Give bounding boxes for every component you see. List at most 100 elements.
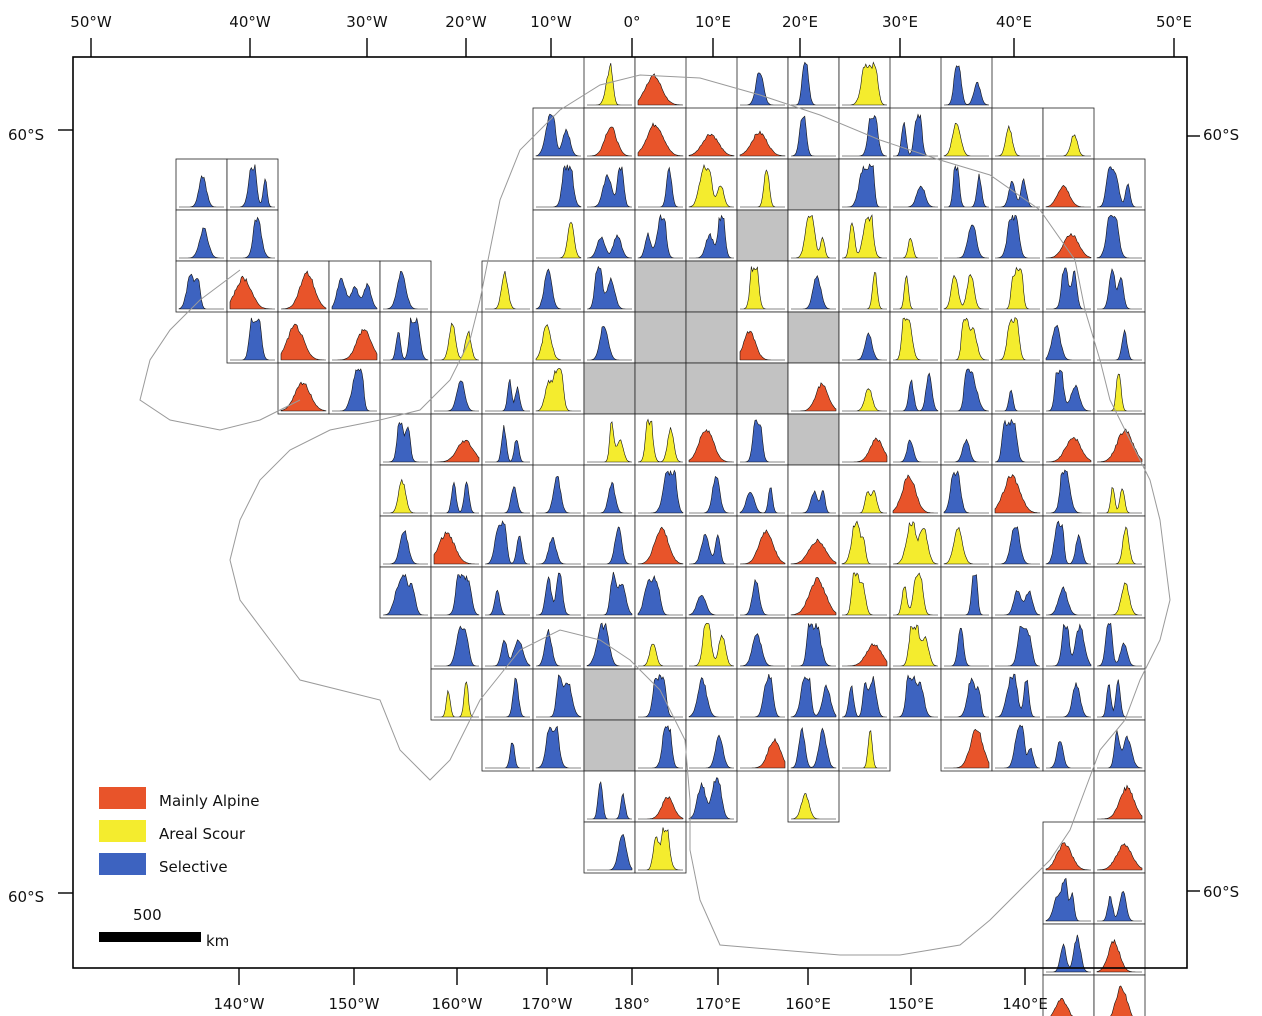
grid-cell: [787, 617, 840, 670]
grid-cell: [532, 566, 585, 619]
scale-bar: 500 km: [99, 906, 229, 950]
grid-cell: [838, 719, 891, 772]
scale-bar-value: 500: [133, 906, 162, 924]
grid-cell: [634, 668, 687, 721]
grid-cell: [634, 821, 687, 874]
grid-cell: [838, 413, 891, 466]
elevation-histogram: [536, 164, 582, 208]
grid-cell: [940, 566, 993, 619]
elevation-histogram: [995, 178, 1040, 208]
grid-cell: [1093, 617, 1146, 670]
grid-cell: [991, 515, 1044, 568]
grid-cell: [430, 617, 483, 670]
grid-cell: [1042, 209, 1095, 262]
left-lat-label: 60°S: [8, 126, 44, 144]
grid-cell: [634, 770, 687, 823]
grid-cell: [685, 515, 738, 568]
elevation-histogram: [178, 273, 224, 310]
elevation-histogram: [1046, 623, 1092, 667]
grid-cell: [583, 311, 636, 364]
grid-cell: [583, 209, 636, 262]
elevation-histogram: [433, 531, 479, 565]
elevation-histogram: [943, 470, 989, 514]
elevation-histogram: [1097, 328, 1142, 361]
elevation-histogram: [638, 469, 684, 514]
grid-cell-frame: [787, 311, 840, 364]
grid-cell: [940, 515, 993, 568]
grid-cell: [736, 311, 789, 364]
bottom-lon-label: 160°W: [432, 995, 483, 1013]
grid-cell: [736, 515, 789, 568]
elevation-histogram: [434, 322, 480, 361]
elevation-histogram: [791, 215, 836, 259]
grid-cell: [532, 617, 585, 670]
grid-cell-frame: [1042, 719, 1095, 772]
grid-cell: [685, 566, 738, 619]
elevation-histogram: [842, 730, 887, 769]
grid-cell: [226, 209, 279, 262]
grid-cell: [634, 158, 687, 211]
elevation-histogram: [536, 475, 581, 514]
grid-cell: [583, 617, 636, 670]
elevation-histogram: [995, 590, 1041, 616]
elevation-histogram: [1045, 842, 1091, 871]
grid-cell-frame: [1093, 515, 1146, 568]
grid-cell: [736, 56, 789, 109]
grid-cell: [1093, 260, 1146, 313]
grid-cell: [940, 413, 993, 466]
elevation-histogram: [535, 725, 581, 769]
grid-cell-frame: [583, 515, 636, 568]
grid-cell: [787, 209, 840, 262]
elevation-histogram: [1096, 428, 1143, 463]
grid-cell: [430, 515, 483, 568]
elevation-histogram: [434, 573, 480, 616]
grid-cell: [940, 311, 993, 364]
grid-cell: [1093, 821, 1146, 874]
grid-cell: [940, 464, 993, 517]
grid-cell: [532, 107, 585, 160]
grid-cell: [1042, 566, 1095, 619]
elevation-histogram: [485, 271, 530, 310]
elevation-histogram: [383, 478, 428, 514]
grid-cell: [430, 668, 483, 721]
grid-cell: [226, 311, 279, 364]
elevation-histogram: [995, 266, 1040, 310]
grid-cell: [1093, 158, 1146, 211]
grid-cell: [736, 362, 789, 415]
left-lat-label: 60°S: [8, 888, 44, 906]
grid-cell: [1093, 872, 1146, 925]
grid-cell: [277, 362, 330, 415]
grid-cell-frame: [481, 566, 534, 619]
elevation-histogram: [893, 113, 938, 157]
elevation-histogram: [791, 382, 837, 412]
top-lon-label: 40°W: [229, 13, 271, 31]
grid-cell: [685, 158, 738, 211]
elevation-histogram: [179, 227, 224, 259]
grid-cell: [1042, 668, 1095, 721]
elevation-histogram: [740, 419, 785, 463]
grid-cell: [889, 311, 942, 364]
grid-cell: [940, 209, 993, 262]
grid-cell: [1042, 872, 1095, 925]
elevation-histogram: [637, 575, 683, 616]
grid-cell-frame: [634, 158, 687, 211]
grid-cell: [583, 158, 636, 211]
grid-cell-frame: [634, 617, 687, 670]
legend-swatch-selective: [99, 853, 146, 875]
elevation-histogram: [893, 317, 938, 361]
grid-cell: [481, 719, 534, 772]
grid-cell: [736, 260, 789, 313]
elevation-histogram: [791, 61, 836, 106]
grid-cell-frame: [889, 209, 942, 262]
grid-cell: [532, 209, 585, 262]
elevation-histogram: [485, 589, 530, 616]
elevation-histogram: [1045, 324, 1091, 361]
grid-cell: [379, 515, 432, 568]
grid-cell: [991, 107, 1044, 160]
elevation-histogram: [332, 368, 377, 412]
elevation-histogram: [1110, 985, 1133, 1016]
elevation-histogram: [893, 372, 939, 412]
grid-cell: [583, 260, 636, 313]
elevation-histogram: [383, 421, 428, 463]
grid-cell: [838, 56, 891, 109]
